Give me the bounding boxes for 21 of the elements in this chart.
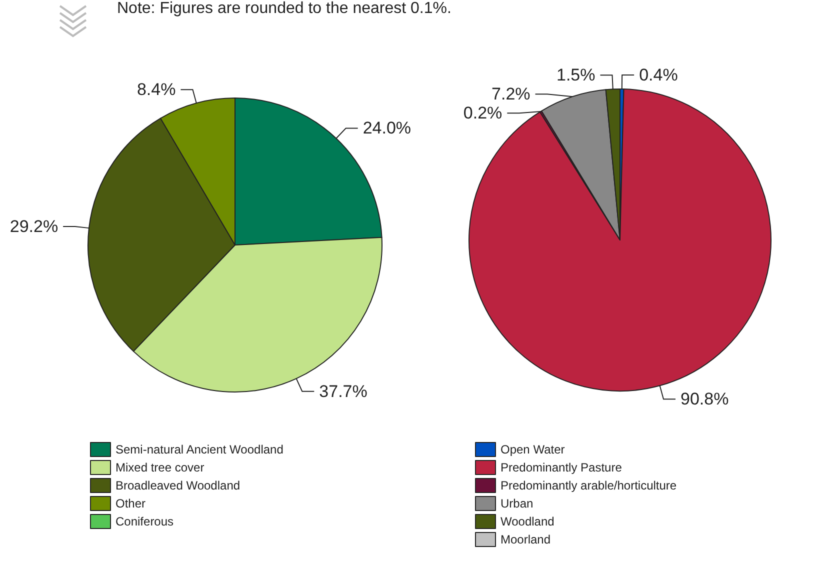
legend-label: Predominantly Pasture [500, 460, 622, 474]
legend-label: Broadleaved Woodland [116, 478, 240, 492]
data-label: 90.8% [680, 390, 729, 409]
legend-label: Open Water [500, 442, 565, 456]
data-label: 0.2% [463, 104, 502, 123]
legend-label: Coniferous [116, 514, 174, 528]
data-label: 7.2% [492, 84, 530, 104]
data-label: 37.7% [319, 382, 368, 401]
data-label: 1.5% [556, 66, 596, 85]
legend-label: Other [116, 496, 146, 510]
data-label: 0.4% [639, 66, 678, 85]
data-label: 29.2% [10, 216, 58, 236]
legend-label: Moorland [500, 532, 551, 546]
data-label: 24.0% [362, 118, 412, 138]
legend-label: Predominantly arable/horticulture [500, 478, 677, 492]
legend-label: Woodland [500, 514, 554, 528]
text: Note: Figures are rounded to the nearest 0.1%. [117, 0, 452, 18]
legend-label: Mixed tree cover [116, 460, 204, 474]
legend-label: Semi-natural Ancient Woodland [116, 442, 284, 456]
data-label: 8.4% [136, 80, 176, 100]
legend-label: Urban [500, 496, 534, 510]
